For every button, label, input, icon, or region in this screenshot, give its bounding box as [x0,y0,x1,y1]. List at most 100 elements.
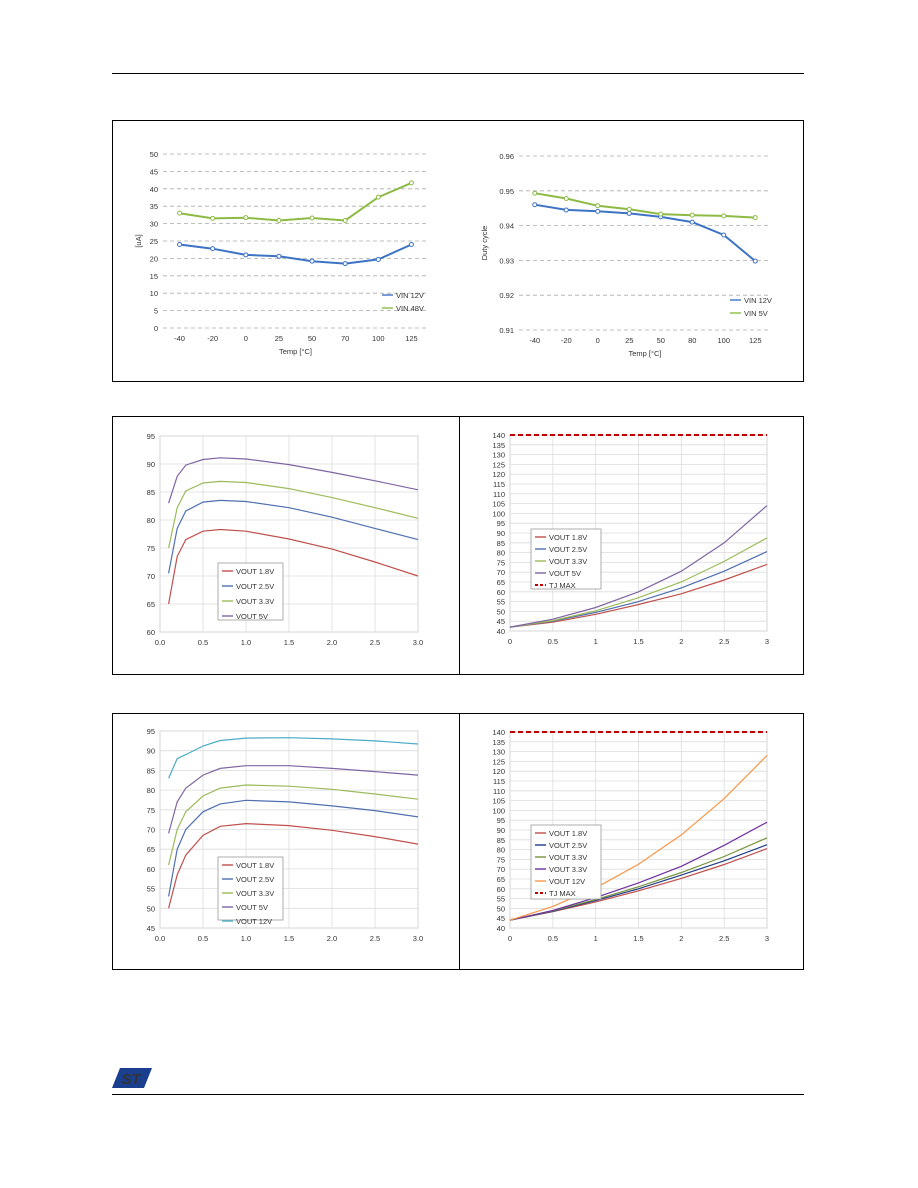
x-axis-label: Temp [°C] [279,347,312,356]
x-tick-label: 25 [625,336,633,345]
y-tick-label: 65 [497,578,505,587]
y-tick-label: 20 [150,254,158,263]
x-tick-label: 1.5 [633,637,643,646]
y-tick-label: 45 [497,617,505,626]
y-tick-label: 80 [497,549,505,558]
data-point [276,253,282,259]
y-tick-label: 130 [492,748,505,757]
legend-box [217,562,284,621]
legend-label: TJ MAX [549,889,576,898]
series-line [509,537,768,628]
x-tick-label: 3.0 [413,934,423,943]
x-tick-label: -40 [529,336,540,345]
legend-label: VOUT 12V [236,917,272,926]
y-tick-label: 55 [497,598,505,607]
y-tick-label: 70 [147,826,155,835]
st-logo: ST [112,1068,152,1088]
legend-label: VOUT 12V [549,877,585,886]
x-tick-label: 1.0 [241,934,251,943]
legend-label: VOUT 2.5V [549,545,587,554]
legend-box [530,528,602,590]
data-point [626,210,632,216]
legend-box [217,856,284,921]
series-line [534,203,756,262]
y-tick-label: 40 [497,924,505,933]
y-tick-label: 60 [497,588,505,597]
y-tick-label: 90 [147,747,155,756]
y-tick-label: 75 [497,558,505,567]
series-line [168,822,419,909]
y-tick-label: 55 [147,885,155,894]
data-point [342,261,348,267]
x-tick-label: 100 [717,336,730,345]
y-tick-label: 100 [492,806,505,815]
footer-rule [112,1094,804,1095]
series-line [168,765,419,834]
y-tick-label: 85 [497,539,505,548]
series-line [509,505,768,628]
y-tick-label: 75 [147,806,155,815]
x-tick-label: 2 [679,637,683,646]
svg-text:ST: ST [121,1071,142,1088]
x-tick-label: 50 [308,334,316,343]
data-point [532,190,538,196]
y-tick-label: 85 [497,836,505,845]
data-point [689,212,695,218]
y-tick-label: 70 [497,568,505,577]
series-line [168,799,419,897]
y-tick-label: 140 [492,728,505,737]
y-tick-label: 35 [150,202,158,211]
y-tick-label: 0.91 [499,326,514,335]
y-tick-label: 60 [497,885,505,894]
y-tick-label: 0 [154,324,158,333]
x-axis-label: Temp [°C] [628,349,661,358]
y-tick-label: 50 [497,607,505,616]
data-point [342,217,348,223]
chart-junction-temp-a: 4045505560657075808590951001051101151201… [492,431,769,646]
y-tick-label: 40 [150,185,158,194]
legend-label: VOUT 5V [236,903,268,912]
data-point [752,258,758,264]
y-tick-label: 0.95 [499,187,514,196]
y-tick-label: 95 [147,727,155,736]
panel-divider [459,417,460,674]
series-line [168,457,419,504]
x-tick-label: 25 [275,334,283,343]
data-point [689,219,695,225]
panel-divider [459,714,460,969]
x-tick-label: -20 [561,336,572,345]
series-line [168,737,419,779]
y-tick-label: 70 [497,865,505,874]
legend-label: VOUT 3.3V [549,853,587,862]
header-rule [112,73,804,74]
legend-label: VOUT 3.3V [236,889,274,898]
data-point [626,206,632,212]
y-tick-label: 80 [497,846,505,855]
legend-label: VOUT 1.8V [549,533,587,542]
y-tick-label: 140 [492,431,505,440]
x-tick-label: 125 [749,336,762,345]
chart-duty-cycle-vs-temp: 0.91 0.92 0.93 0.94 0.95 0.96 -40 -20 0 25 50 80 100… [480,152,772,358]
series-line [179,181,412,222]
series-line [509,821,768,921]
x-tick-label: 1.0 [241,638,251,647]
y-tick-label: 30 [150,220,158,229]
x-tick-label: 1 [594,637,598,646]
y-tick-label: 0.92 [499,291,514,300]
data-point [721,232,727,238]
x-tick-label: 2.5 [719,637,729,646]
series-line [168,784,419,866]
chart-efficiency-b: 45 50 55 60 65 70 75 80 85 90 95 0.0 0.5 1.0 1.5 2.0 2.5… [147,727,424,943]
x-tick-label: 0.0 [155,934,165,943]
y-axis-label: [uA] [134,234,143,247]
legend-label: TJ MAX [549,581,576,590]
x-tick-label: 1 [594,934,598,943]
y-tick-label: 0.94 [499,222,514,231]
data-point [595,203,601,209]
y-tick-label: 90 [497,826,505,835]
y-tick-label: 115 [493,777,505,786]
y-tick-label: 15 [150,272,158,281]
legend-label: VOUT 5V [236,612,268,621]
series-line [509,563,768,628]
y-tick-label: 0.96 [499,152,514,161]
